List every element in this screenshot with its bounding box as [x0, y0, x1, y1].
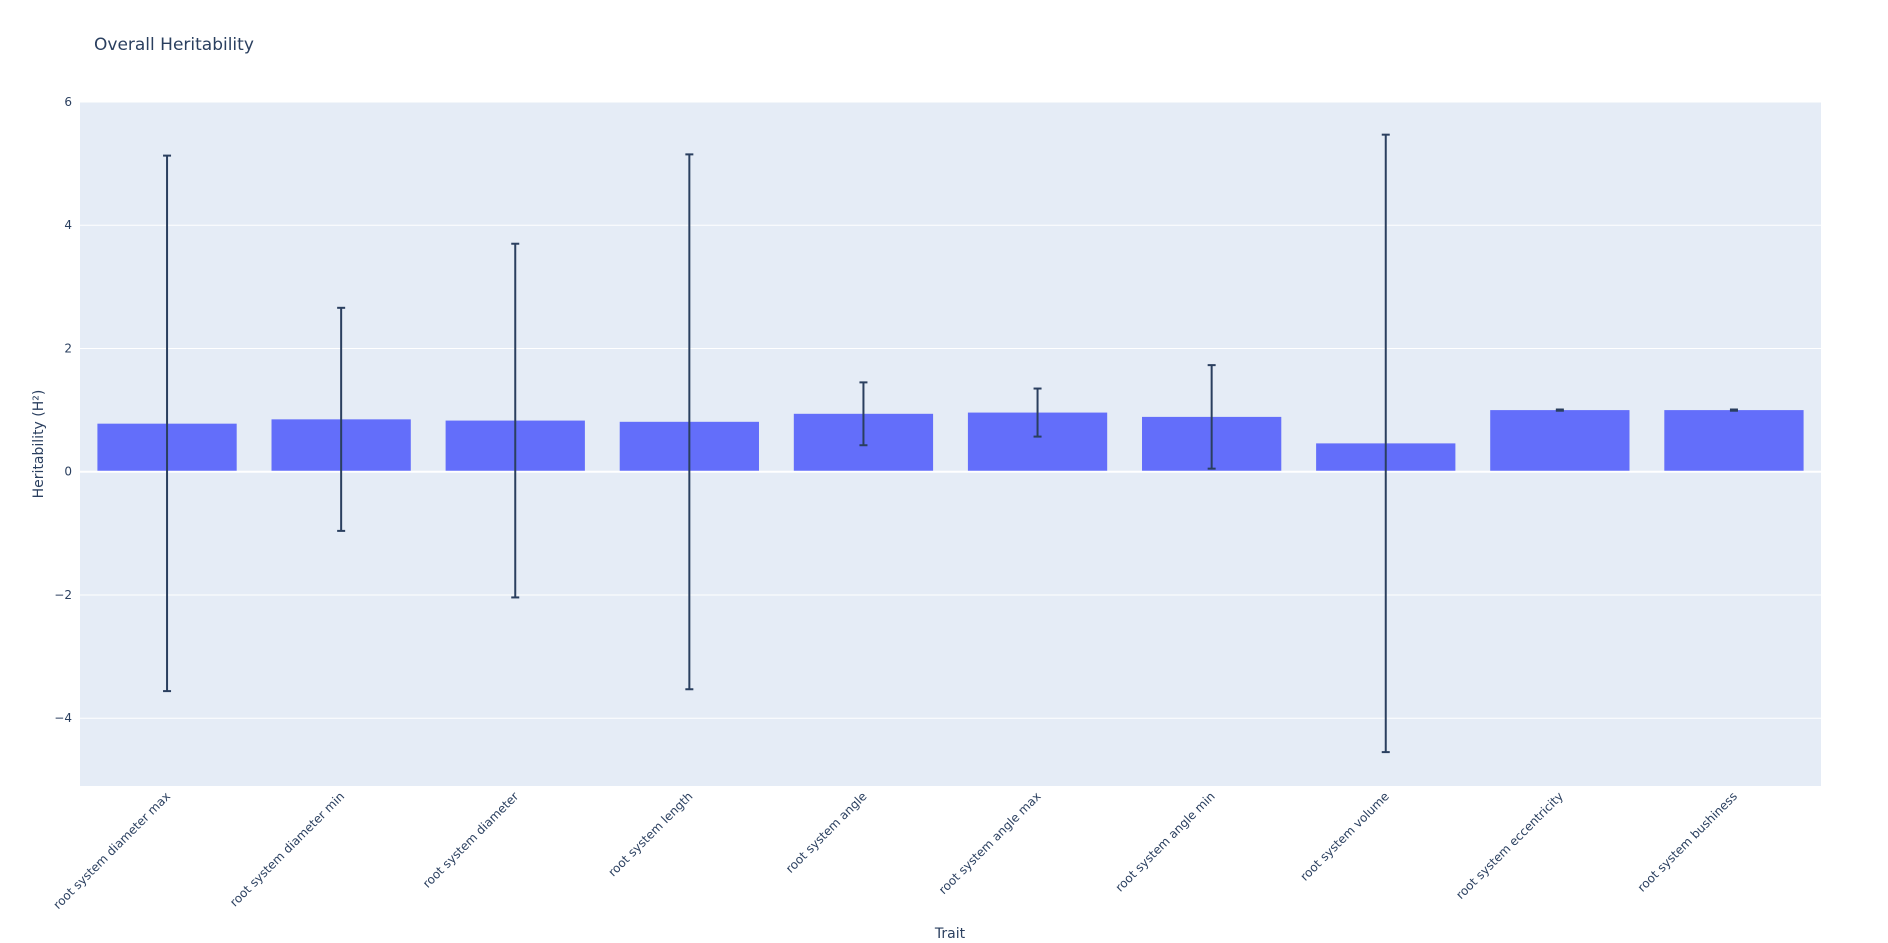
x-tick-label: root system volume	[1297, 789, 1391, 883]
bar	[1664, 410, 1803, 472]
y-tick-label: −4	[54, 711, 72, 725]
x-tick-label: root system angle	[783, 789, 870, 876]
x-tick-label: root system length	[605, 789, 695, 879]
x-tick-label: root system bushiness	[1635, 789, 1740, 894]
x-tick-label: root system diameter max	[51, 789, 174, 912]
y-axis-title: Heritability (H²)	[31, 390, 47, 499]
y-tick-label: −2	[54, 588, 72, 602]
bar	[1490, 410, 1629, 472]
x-tick-label: root system angle min	[1113, 789, 1218, 894]
y-tick-label: 4	[64, 218, 72, 232]
x-axis-ticks: root system diameter max root system diam…	[51, 789, 1741, 912]
y-tick-label: 6	[64, 95, 72, 109]
chart-title: Overall Heritability	[94, 35, 254, 55]
x-tick-label: root system diameter min	[227, 789, 347, 909]
y-tick-label: 2	[64, 341, 72, 355]
x-tick-label: root system diameter	[420, 789, 521, 890]
x-axis-title: Trait	[934, 926, 966, 942]
y-axis-ticks: −4 −2 0 2 4 6	[54, 95, 72, 725]
x-tick-label: root system eccentricity	[1453, 789, 1566, 902]
x-tick-label: root system angle max	[936, 789, 1044, 897]
y-tick-label: 0	[64, 465, 72, 479]
